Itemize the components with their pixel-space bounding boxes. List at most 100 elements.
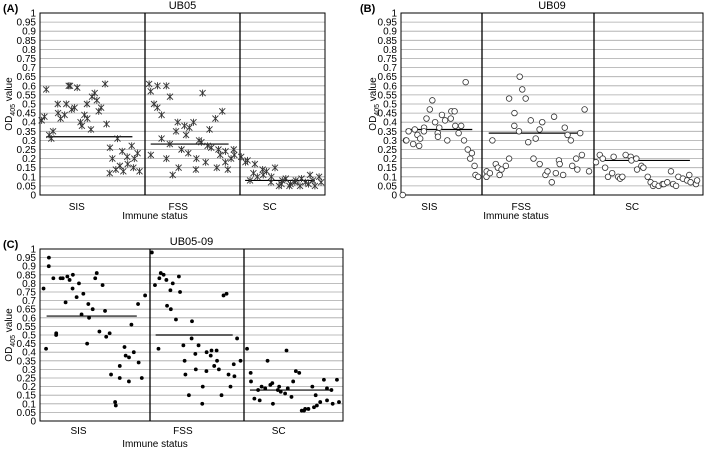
data-point bbox=[259, 166, 266, 174]
y-tick-label: 0.25 bbox=[17, 145, 37, 156]
data-point bbox=[77, 281, 81, 286]
data-point bbox=[154, 104, 161, 112]
data-point bbox=[441, 117, 449, 124]
data-point bbox=[486, 169, 494, 177]
data-point bbox=[44, 346, 48, 351]
data-point bbox=[496, 171, 503, 179]
data-point bbox=[231, 362, 236, 367]
data-point bbox=[62, 100, 70, 108]
data-point bbox=[409, 140, 417, 148]
data-point bbox=[426, 106, 433, 113]
data-point bbox=[489, 137, 496, 144]
data-point bbox=[556, 160, 563, 168]
data-point bbox=[544, 168, 551, 175]
data-point bbox=[183, 372, 188, 377]
data-point bbox=[116, 162, 124, 170]
chart-panel-2: 00.050.10.150.20.250.30.350.40.450.50.55… bbox=[360, 0, 704, 222]
data-point bbox=[256, 388, 261, 392]
y-tick-label: 1 bbox=[391, 9, 397, 20]
y-tick-label: 0.35 bbox=[378, 127, 398, 138]
data-point bbox=[416, 135, 424, 142]
data-point bbox=[405, 128, 412, 135]
chart-panel-3: 00.050.10.150.20.250.30.350.40.450.50.55… bbox=[3, 236, 344, 450]
data-point bbox=[664, 179, 671, 186]
y-tick-label: 0.3 bbox=[22, 136, 36, 147]
data-point bbox=[619, 173, 626, 180]
y-label-subscript: 405 bbox=[374, 104, 381, 116]
data-point bbox=[164, 278, 169, 282]
data-point bbox=[145, 80, 153, 88]
data-point bbox=[136, 167, 143, 175]
y-tick-label: 0.95 bbox=[378, 18, 398, 29]
data-point bbox=[93, 276, 98, 281]
y-tick-label: 0.8 bbox=[383, 45, 397, 56]
y-tick-label: 0.2 bbox=[22, 382, 36, 393]
data-point bbox=[420, 128, 428, 135]
category-label-sis: SIS bbox=[421, 202, 437, 213]
data-point bbox=[451, 108, 458, 115]
data-point bbox=[51, 276, 56, 281]
data-point bbox=[120, 167, 127, 175]
data-point bbox=[117, 364, 122, 368]
data-point bbox=[403, 137, 410, 144]
data-point bbox=[41, 286, 46, 291]
data-point bbox=[208, 353, 213, 358]
data-point bbox=[610, 153, 617, 160]
y-tick-label: 0.7 bbox=[22, 296, 36, 307]
data-point bbox=[268, 173, 275, 181]
data-point bbox=[249, 379, 253, 384]
data-point bbox=[103, 309, 107, 313]
data-point bbox=[70, 286, 75, 291]
data-point bbox=[574, 166, 581, 173]
data-point bbox=[436, 124, 443, 131]
y-label-main: OD bbox=[4, 347, 15, 362]
data-point bbox=[265, 358, 270, 363]
y-label-tail: value bbox=[368, 77, 379, 104]
data-point bbox=[578, 151, 586, 159]
data-point bbox=[330, 401, 335, 406]
data-point bbox=[60, 276, 65, 281]
data-point bbox=[522, 95, 529, 102]
data-point bbox=[305, 180, 312, 188]
y-tick-label: 0.6 bbox=[22, 81, 36, 92]
data-point bbox=[136, 302, 140, 306]
data-point bbox=[447, 115, 454, 122]
data-point bbox=[325, 398, 329, 403]
data-point bbox=[263, 167, 270, 175]
y-tick-label: 0.4 bbox=[22, 348, 36, 359]
y-tick-label: 0.05 bbox=[17, 408, 37, 419]
data-point bbox=[317, 178, 325, 186]
data-point bbox=[166, 93, 174, 101]
data-point bbox=[41, 113, 48, 121]
data-point bbox=[498, 166, 505, 173]
data-point bbox=[204, 350, 209, 355]
data-point bbox=[539, 118, 546, 126]
data-point bbox=[457, 122, 465, 130]
y-tick-label: 0.3 bbox=[383, 136, 397, 147]
data-point bbox=[87, 125, 95, 133]
data-point bbox=[168, 288, 173, 293]
y-tick-label: 0.7 bbox=[383, 63, 397, 74]
y-label-main: OD bbox=[4, 116, 15, 131]
y-tick-label: 0.05 bbox=[17, 181, 37, 192]
data-point bbox=[131, 350, 136, 355]
data-point bbox=[687, 179, 694, 186]
data-point bbox=[230, 146, 238, 153]
y-tick-label: 0.5 bbox=[22, 100, 36, 111]
data-point bbox=[527, 117, 534, 124]
y-axis-label: OD405 value bbox=[4, 308, 17, 362]
data-point bbox=[318, 400, 323, 404]
data-point bbox=[275, 388, 280, 392]
data-point bbox=[248, 370, 253, 375]
data-point bbox=[90, 307, 95, 312]
data-point bbox=[73, 84, 81, 92]
data-point bbox=[608, 169, 616, 177]
data-point bbox=[216, 367, 221, 372]
data-point bbox=[158, 111, 165, 119]
data-point bbox=[296, 182, 304, 190]
data-point bbox=[438, 111, 446, 119]
data-point bbox=[91, 89, 99, 97]
y-tick-label: 0.2 bbox=[22, 154, 36, 165]
data-point bbox=[79, 312, 84, 317]
data-point bbox=[314, 403, 319, 408]
